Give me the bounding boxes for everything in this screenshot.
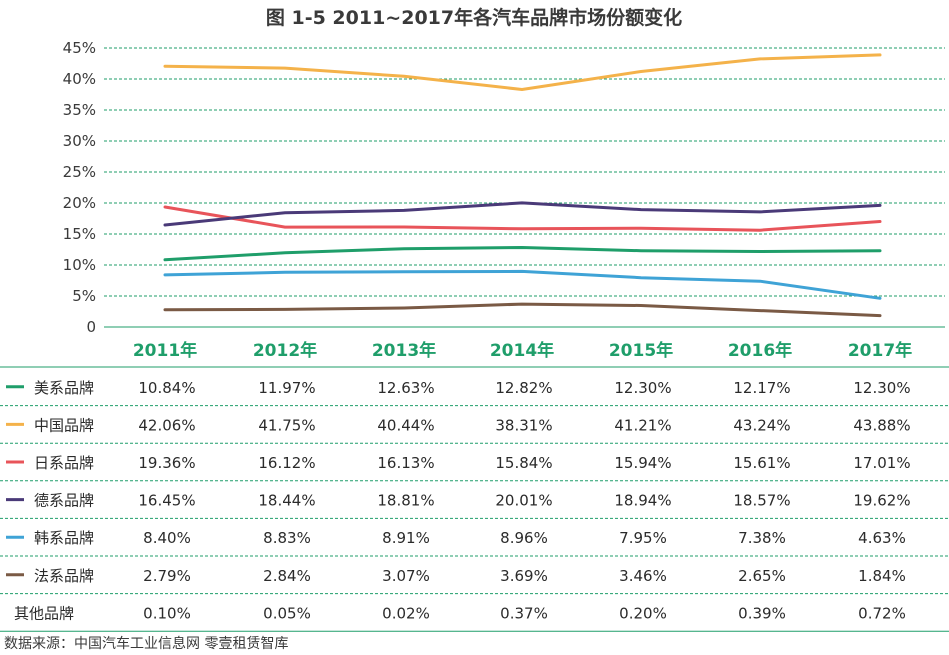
series-line — [163, 201, 882, 227]
table-cell: 3.69% — [500, 567, 548, 585]
table-cell: 7.95% — [619, 529, 667, 547]
row-label: 其他品牌 — [14, 604, 74, 622]
table-cell: 3.07% — [382, 567, 430, 585]
table-cell: 7.38% — [738, 529, 786, 547]
y-axis-ticks: 0 5% 10% 15% 20% 25% 30% 35% 40% 45% — [63, 39, 96, 336]
y-tick-label: 40% — [63, 70, 96, 88]
table-cell: 16.45% — [138, 492, 195, 510]
x-tick-label: 2015年 — [609, 340, 673, 361]
table-cell: 12.82% — [495, 379, 552, 397]
y-tick-label: 25% — [63, 163, 96, 181]
row-label: 德系品牌 — [34, 492, 94, 510]
series-line — [163, 53, 882, 91]
table-cell: 16.13% — [377, 454, 434, 472]
table-cell: 8.96% — [500, 529, 548, 547]
table-cell: 18.94% — [614, 492, 671, 510]
x-axis-ticks: 2011年 2012年 2013年 2014年 2015年 2016年 2017年 — [133, 340, 912, 361]
y-tick-label: 45% — [63, 39, 96, 57]
data-table: 美系品牌 10.84% 11.97% 12.63% 12.82% 12.30% 12.17%… — [0, 366, 949, 632]
x-tick-label: 2014年 — [490, 340, 554, 361]
table-cell: 0.10% — [143, 604, 191, 622]
table-cell: 41.21% — [614, 416, 671, 434]
table-cell: 0.72% — [858, 604, 906, 622]
y-tick-label: 0 — [86, 318, 96, 336]
table-cell: 2.65% — [738, 567, 786, 585]
table-cell: 2.79% — [143, 567, 191, 585]
table-cell: 11.97% — [258, 379, 315, 397]
series-line — [163, 205, 882, 232]
x-tick-label: 2012年 — [253, 340, 317, 361]
table-cell: 18.44% — [258, 492, 315, 510]
table-cell: 0.39% — [738, 604, 786, 622]
y-tick-label: 10% — [63, 256, 96, 274]
table-cell: 15.61% — [733, 454, 790, 472]
table-cell: 43.88% — [853, 416, 910, 434]
table-cell: 18.81% — [377, 492, 434, 510]
x-tick-label: 2017年 — [848, 340, 912, 361]
y-tick-label: 35% — [63, 101, 96, 119]
table-cell: 15.84% — [495, 454, 552, 472]
series-lines — [163, 53, 882, 318]
x-tick-label: 2016年 — [728, 340, 792, 361]
row-label: 法系品牌 — [34, 567, 94, 585]
y-tick-label: 5% — [72, 287, 96, 305]
table-cell: 41.75% — [258, 416, 315, 434]
row-label: 韩系品牌 — [34, 529, 94, 547]
table-cell: 3.46% — [619, 567, 667, 585]
chart-title: 图 1-5 2011~2017年各汽车品牌市场份额变化 — [266, 6, 682, 29]
table-cell: 19.36% — [138, 454, 195, 472]
table-cell: 19.62% — [853, 492, 910, 510]
table-cell: 18.57% — [733, 492, 790, 510]
table-cell: 40.44% — [377, 416, 434, 434]
table-cell: 43.24% — [733, 416, 790, 434]
row-label: 日系品牌 — [34, 454, 94, 472]
table-cell: 8.91% — [382, 529, 430, 547]
table-cell: 8.83% — [263, 529, 311, 547]
table-cell: 10.84% — [138, 379, 195, 397]
table-cell: 12.17% — [733, 379, 790, 397]
table-cell: 12.30% — [614, 379, 671, 397]
y-tick-label: 15% — [63, 225, 96, 243]
row-label: 美系品牌 — [34, 379, 94, 397]
table-cell: 16.12% — [258, 454, 315, 472]
table-cell: 42.06% — [138, 416, 195, 434]
series-line — [163, 246, 882, 262]
table-cell: 12.63% — [377, 379, 434, 397]
table-cell: 20.01% — [495, 492, 552, 510]
table-cell: 0.20% — [619, 604, 667, 622]
table-cell: 0.05% — [263, 604, 311, 622]
y-tick-label: 20% — [63, 194, 96, 212]
row-label: 中国品牌 — [34, 416, 94, 434]
table-cell: 38.31% — [495, 416, 552, 434]
x-tick-label: 2011年 — [133, 340, 197, 361]
x-tick-label: 2013年 — [372, 340, 436, 361]
table-cell: 4.63% — [858, 529, 906, 547]
table-cell: 2.84% — [263, 567, 311, 585]
table-cell: 0.37% — [500, 604, 548, 622]
table-cell: 1.84% — [858, 567, 906, 585]
series-line — [163, 302, 882, 318]
source-note: 数据来源：中国汽车工业信息网 零壹租赁智库 — [4, 635, 288, 652]
table-cell: 12.30% — [853, 379, 910, 397]
table-cell: 8.40% — [143, 529, 191, 547]
series-line — [163, 269, 882, 300]
table-cell: 17.01% — [853, 454, 910, 472]
y-tick-label: 30% — [63, 132, 96, 150]
table-cell: 15.94% — [614, 454, 671, 472]
table-cell: 0.02% — [382, 604, 430, 622]
